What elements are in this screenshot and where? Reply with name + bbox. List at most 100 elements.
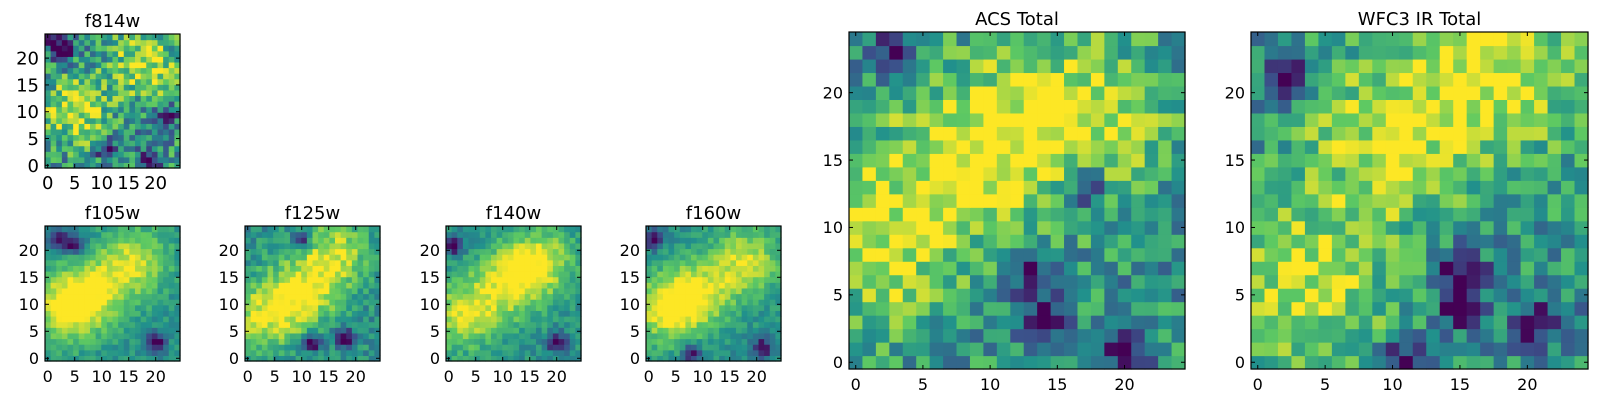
heatmap-cell xyxy=(106,299,114,306)
axes-frame xyxy=(244,225,381,362)
heatmap-cell xyxy=(902,207,917,222)
heatmap-cell xyxy=(1144,355,1159,370)
heatmap-cell xyxy=(61,254,69,261)
heatmap-cell xyxy=(129,248,136,255)
heatmap-cell xyxy=(301,276,308,283)
heatmap-cell xyxy=(1412,261,1427,276)
heatmap-cell xyxy=(457,282,464,289)
heatmap-cell xyxy=(541,293,548,300)
heatmap-cell xyxy=(363,321,370,328)
heatmap-cell xyxy=(485,287,492,295)
heatmap-cell xyxy=(956,274,971,289)
heatmap-cell xyxy=(668,259,675,266)
x-tick-label: 5 xyxy=(918,375,928,394)
heatmap-cell xyxy=(541,349,548,356)
heatmap-cell xyxy=(168,95,175,102)
heatmap-cell xyxy=(151,338,159,345)
heatmap-cell xyxy=(969,153,984,168)
heatmap-cell xyxy=(646,242,653,250)
heatmap-cell xyxy=(329,237,336,244)
heatmap-cell xyxy=(346,355,353,362)
heatmap-cell xyxy=(1493,274,1508,289)
heatmap-cell xyxy=(84,316,91,323)
heatmap-cell xyxy=(261,310,269,317)
heatmap-cell xyxy=(849,166,864,181)
heatmap-cell xyxy=(1158,153,1173,168)
heatmap-cell xyxy=(1090,32,1105,47)
heatmap-cell xyxy=(140,84,147,91)
heatmap-cell xyxy=(1171,112,1186,127)
heatmap-cell xyxy=(363,282,370,289)
heatmap-cell xyxy=(1131,342,1146,357)
heatmap-cell xyxy=(564,304,571,311)
heatmap-cell xyxy=(123,248,130,255)
heatmap-cell xyxy=(849,315,864,330)
heatmap-cell xyxy=(306,321,314,328)
heatmap-cell xyxy=(679,237,686,244)
heatmap-cell xyxy=(95,237,102,244)
x-tick-label: 20 xyxy=(747,367,767,386)
heatmap-cell xyxy=(101,145,108,152)
heatmap-cell xyxy=(713,321,720,328)
heatmap-cell xyxy=(146,338,153,345)
heatmap-cell xyxy=(1561,45,1576,60)
heatmap-cell xyxy=(1345,207,1360,222)
heatmap-cell xyxy=(278,265,285,272)
heatmap-cell xyxy=(485,332,492,340)
heatmap-cell xyxy=(1399,247,1414,262)
heatmap-cell xyxy=(502,355,509,362)
heatmap-cell xyxy=(569,231,576,238)
heatmap-cell xyxy=(541,299,548,306)
heatmap-cell xyxy=(78,316,85,323)
heatmap-cell xyxy=(45,140,52,147)
heatmap-cell xyxy=(135,282,142,289)
heatmap-cell xyxy=(363,237,370,244)
heatmap-cell xyxy=(61,162,69,169)
heatmap-cell xyxy=(245,349,252,356)
heatmap-cell xyxy=(101,78,108,85)
heatmap-cell xyxy=(902,274,917,289)
heatmap-cell xyxy=(547,310,554,317)
heatmap-cell xyxy=(101,123,108,130)
heatmap-cell xyxy=(146,276,153,283)
heatmap-cell xyxy=(112,332,119,340)
heatmap-cell xyxy=(290,299,297,306)
heatmap-cell xyxy=(685,310,692,317)
heatmap-cell xyxy=(50,45,57,52)
heatmap-cell xyxy=(112,265,119,272)
heatmap-cell xyxy=(151,316,159,323)
heatmap-cell xyxy=(889,301,904,316)
heatmap-cell xyxy=(90,89,97,97)
heatmap-cell xyxy=(45,248,52,255)
heatmap-cell xyxy=(1037,180,1052,195)
heatmap-cell xyxy=(1264,153,1279,168)
heatmap-cell xyxy=(267,254,274,261)
heatmap-cell xyxy=(146,50,153,57)
heatmap-cell xyxy=(56,56,63,63)
heatmap-cell xyxy=(351,282,359,289)
heatmap-cell xyxy=(552,293,560,300)
heatmap-cell xyxy=(129,265,136,272)
heatmap-cell xyxy=(1574,85,1589,100)
heatmap-cell xyxy=(118,293,125,300)
heatmap-cell xyxy=(956,139,971,154)
heatmap-cell xyxy=(1077,315,1092,330)
heatmap-cell xyxy=(491,321,498,328)
heatmap-cell xyxy=(106,265,114,272)
heatmap-cell xyxy=(929,274,944,289)
heatmap-cell xyxy=(530,282,537,289)
heatmap-cell xyxy=(73,151,80,158)
heatmap-cell xyxy=(1480,180,1495,195)
heatmap-cell xyxy=(250,248,257,255)
heatmap-cell xyxy=(507,226,515,233)
heatmap-cell xyxy=(135,293,142,300)
heatmap-cell xyxy=(479,316,486,323)
heatmap-cell xyxy=(78,61,85,69)
heatmap-cell xyxy=(261,304,269,311)
heatmap-cell xyxy=(174,112,181,119)
heatmap-cell xyxy=(78,112,85,119)
heatmap-cell xyxy=(78,84,85,91)
heatmap-cell xyxy=(1037,85,1052,100)
heatmap-cell xyxy=(541,271,548,278)
heatmap-cell xyxy=(118,265,125,272)
